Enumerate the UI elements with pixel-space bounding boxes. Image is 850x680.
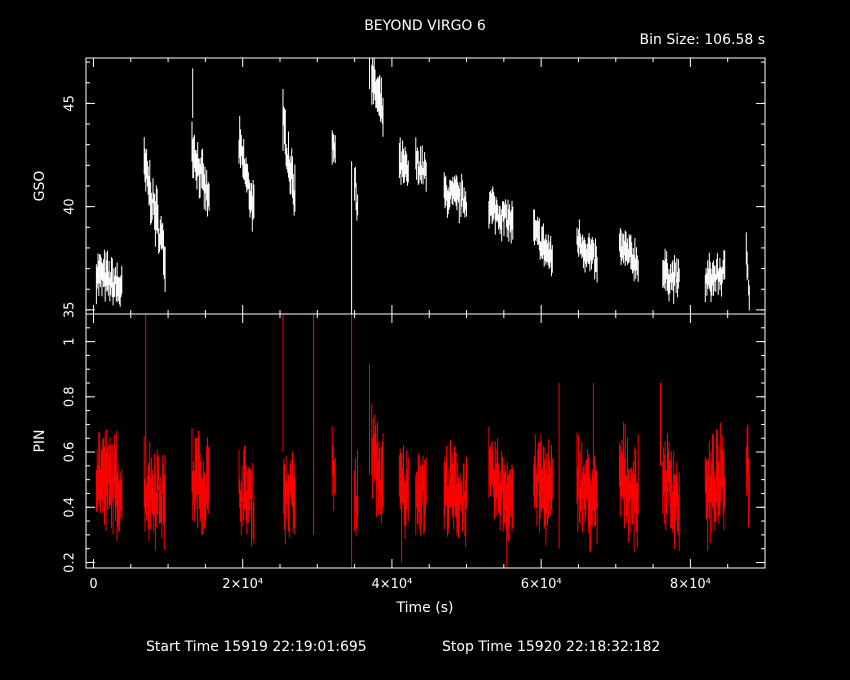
xtick-label: 0 bbox=[89, 577, 97, 592]
xtick-label: 8×10⁴ bbox=[670, 577, 711, 592]
pin-frame bbox=[85, 313, 766, 569]
start-time-label: Start Time 15919 22:19:01:695 bbox=[146, 639, 367, 655]
pin-ytick-label: 0.2 bbox=[63, 552, 78, 573]
gso-axis-label: GSO bbox=[32, 171, 48, 202]
pin-ytick-label: 1 bbox=[63, 337, 78, 345]
plot-panels: 35 40 45 GSO 0.2 0.4 0.6 0.8 1 PIN 0 2×10⁴ 4×10⁴ 6×10… bbox=[32, 57, 766, 592]
gso-ytick-label: 45 bbox=[63, 95, 78, 112]
x-axis-label: Time (s) bbox=[396, 600, 454, 616]
xtick-label: 6×10⁴ bbox=[521, 577, 562, 592]
pin-ytick-label: 0.4 bbox=[63, 497, 78, 518]
gso-data bbox=[95, 58, 750, 314]
pin-ytick-label: 0.6 bbox=[63, 442, 78, 463]
pin-data bbox=[95, 314, 750, 568]
panel-pin: 0.2 0.4 0.6 0.8 1 PIN 0 2×10⁴ 4×10⁴ 6×10⁴ 8×10⁴ bbox=[32, 313, 766, 592]
xtick-label: 2×10⁴ bbox=[222, 577, 263, 592]
panel-gso: 35 40 45 GSO bbox=[32, 57, 766, 319]
pin-ytick-label: 0.8 bbox=[63, 386, 78, 407]
gso-ytick-label: 35 bbox=[63, 302, 78, 319]
bin-size-label: Bin Size: 106.58 s bbox=[640, 32, 765, 48]
chart-title: BEYOND VIRGO 6 bbox=[364, 18, 486, 34]
pin-axis-label: PIN bbox=[32, 429, 48, 452]
gso-ytick-label: 40 bbox=[63, 198, 78, 215]
stop-time-label: Stop Time 15920 22:18:32:182 bbox=[442, 639, 660, 655]
xtick-label: 4×10⁴ bbox=[371, 577, 412, 592]
